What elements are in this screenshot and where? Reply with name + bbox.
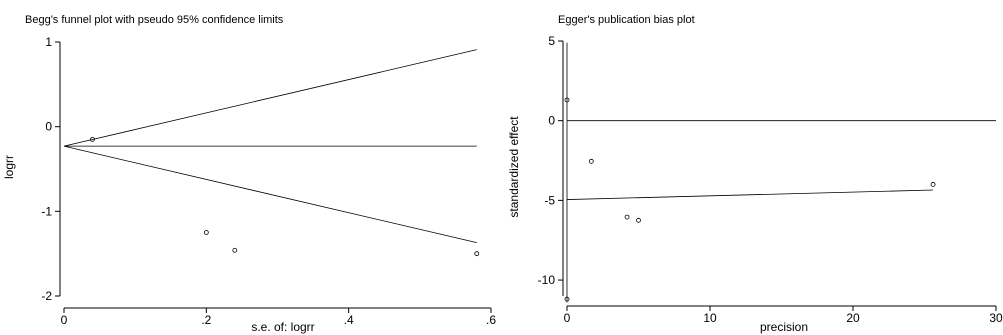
x-tick-label: .6 [486,313,496,327]
x-tick-label: 30 [989,311,1003,325]
data-point [588,158,594,164]
lower-confidence-limit-line [63,145,477,244]
x-tick-label: 0 [564,311,571,325]
chart-title: Egger's publication bias plot [558,14,695,26]
y-axis-label: logrr [2,155,16,179]
y-tick-label: 0 [548,114,555,128]
y-tick-label: -2 [41,289,52,303]
x-axis-label: precision [760,320,808,334]
x-tick-label: 0 [61,313,68,327]
x-axis-label: s.e. of: logrr [251,320,314,334]
begg-funnel-plot: Begg's funnel plot with pseudo 95% confi… [0,0,500,335]
y-tick-label: -1 [41,204,52,218]
y-tick-label: 5 [548,34,555,48]
y-tick-label: -10 [538,273,556,287]
x-tick-label: .2 [201,313,211,327]
data-point [90,136,95,142]
egger-bias-plot: Egger's publication bias plot standardiz… [503,0,1003,335]
y-tick-label: 1 [45,35,52,49]
data-point [474,251,480,257]
y-tick-label: 0 [45,120,52,134]
data-point [624,214,630,220]
data-point [564,296,570,302]
y-tick-label: -5 [544,193,555,207]
data-point [232,247,238,253]
data-point [930,182,936,187]
upper-confidence-limit-line [63,49,477,147]
chart-title: Begg's funnel plot with pseudo 95% confi… [25,14,284,26]
regression-line [566,189,934,200]
y-axis-label: standardized effect [507,116,521,218]
data-point [564,97,570,103]
data-point [203,230,209,235]
begg-funnel-plot-svg: Begg's funnel plot with pseudo 95% confi… [2,14,496,334]
data-point [636,217,641,223]
x-tick-label: 20 [846,311,860,325]
x-tick-label: .4 [344,313,354,327]
x-tick-label: 10 [703,311,717,325]
egger-bias-plot-svg: Egger's publication bias plot standardiz… [507,14,1003,334]
